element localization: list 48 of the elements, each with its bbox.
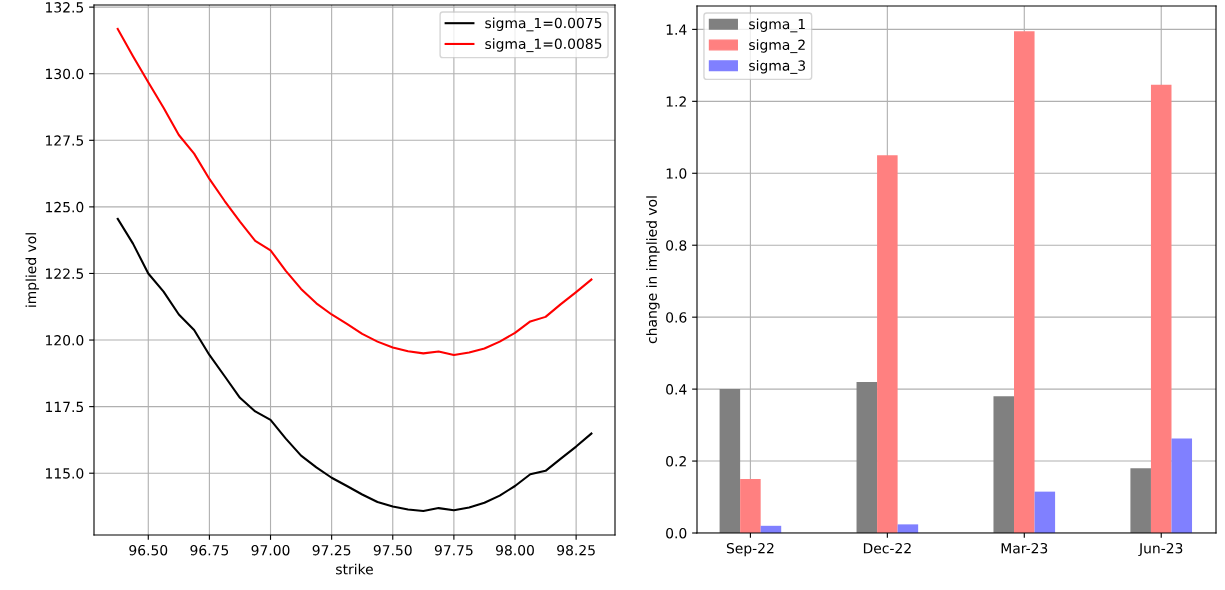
bar — [740, 479, 761, 533]
y-tick-label: 125.0 — [46, 201, 84, 213]
bar — [877, 155, 898, 533]
legend-label: sigma_2 — [749, 39, 805, 54]
y-tick-label: 0.0 — [666, 527, 687, 539]
y-tick-label: 122.5 — [46, 268, 84, 279]
bar — [1130, 468, 1151, 533]
y-tick-label: 1.4 — [666, 24, 687, 35]
x-tick-label: 96.75 — [190, 544, 229, 556]
bar — [1034, 491, 1056, 533]
x-tick-label: Jun-23 — [1138, 542, 1183, 557]
x-tick-label: Mar-23 — [1001, 542, 1048, 554]
bar — [897, 524, 919, 533]
legend-label: sigma_1=0.0085 — [485, 38, 602, 53]
x-axis-title: strike — [336, 563, 373, 575]
y-tick-label: 115.0 — [46, 468, 84, 479]
y-tick-label: 1.2 — [666, 96, 686, 107]
x-tick-label: 98.00 — [496, 544, 534, 556]
x-tick-label: 96.50 — [129, 544, 168, 556]
bar — [856, 381, 878, 533]
y-tick-label: 120.0 — [46, 335, 84, 346]
legend-label: sigma_3 — [749, 60, 806, 74]
legend-label: sigma_1=0.0075 — [485, 17, 602, 32]
x-tick-label: Dec-22 — [863, 542, 911, 554]
y-tick-label: 0.8 — [666, 240, 687, 251]
x-tick-label: Sep-22 — [726, 542, 774, 557]
x-tick-label: 97.75 — [434, 544, 473, 556]
y-tick-label: 1.0 — [666, 168, 687, 179]
x-tick-label: 97.50 — [373, 544, 412, 556]
bar — [1171, 438, 1193, 533]
x-tick-label: 97.00 — [251, 544, 290, 556]
bar — [993, 396, 1015, 533]
bar — [1014, 31, 1035, 533]
bar — [1150, 84, 1172, 533]
line-series — [116, 217, 593, 513]
y-tick-label: 117.5 — [46, 401, 84, 413]
y-tick-label: 127.5 — [46, 135, 84, 146]
x-tick-label: 97.25 — [312, 544, 351, 556]
y-tick-label: 132.5 — [46, 2, 84, 13]
x-tick-label: 98.25 — [557, 544, 595, 556]
bar — [719, 389, 741, 533]
y-tick-label: 0.6 — [666, 312, 687, 323]
y-axis-title: change in implied vol — [646, 196, 660, 344]
y-tick-label: 130.0 — [46, 68, 84, 80]
y-tick-label: 0.4 — [666, 384, 687, 395]
y-axis-title: implied vol — [25, 233, 39, 307]
y-tick-label: 0.2 — [666, 456, 686, 467]
legend-label: sigma_1 — [749, 18, 805, 33]
